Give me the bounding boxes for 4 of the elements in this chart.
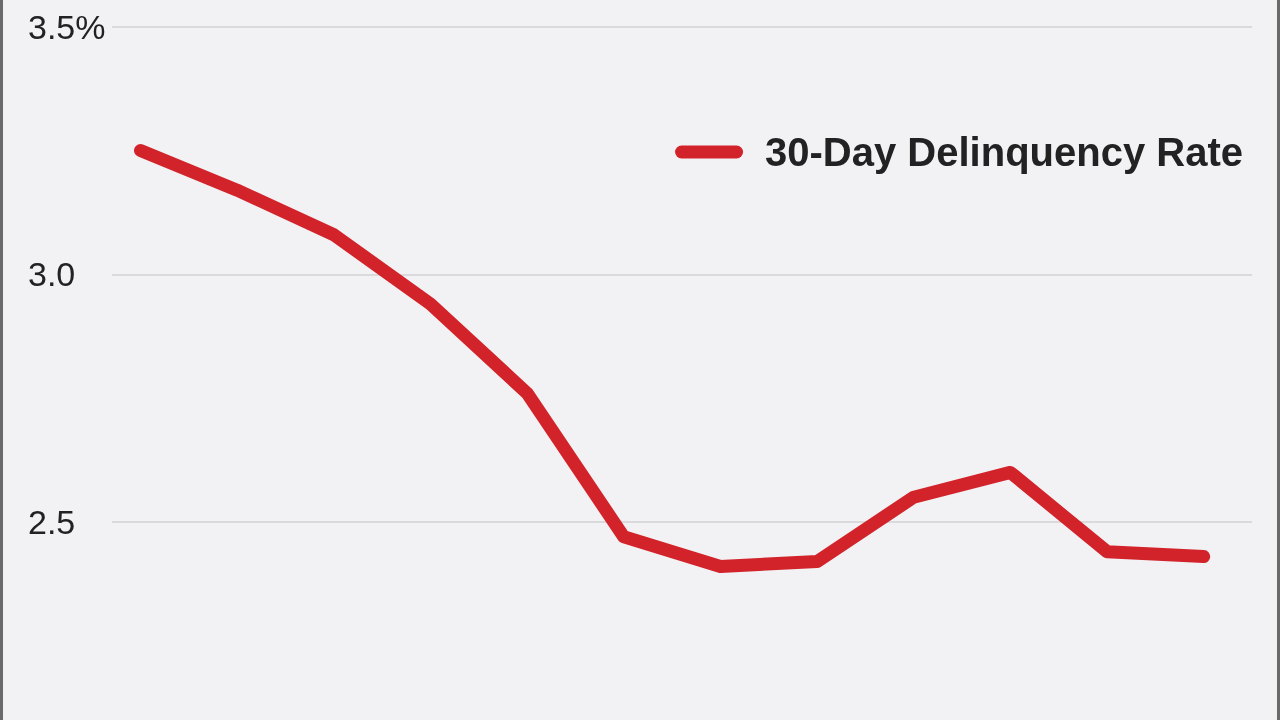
y-tick-label: 2.5 bbox=[28, 502, 76, 541]
y-tick-label: 3.0 bbox=[28, 255, 76, 294]
legend-label: 30-Day Delinquency Rate bbox=[765, 130, 1243, 174]
y-tick-label: 3.5% bbox=[28, 7, 106, 46]
